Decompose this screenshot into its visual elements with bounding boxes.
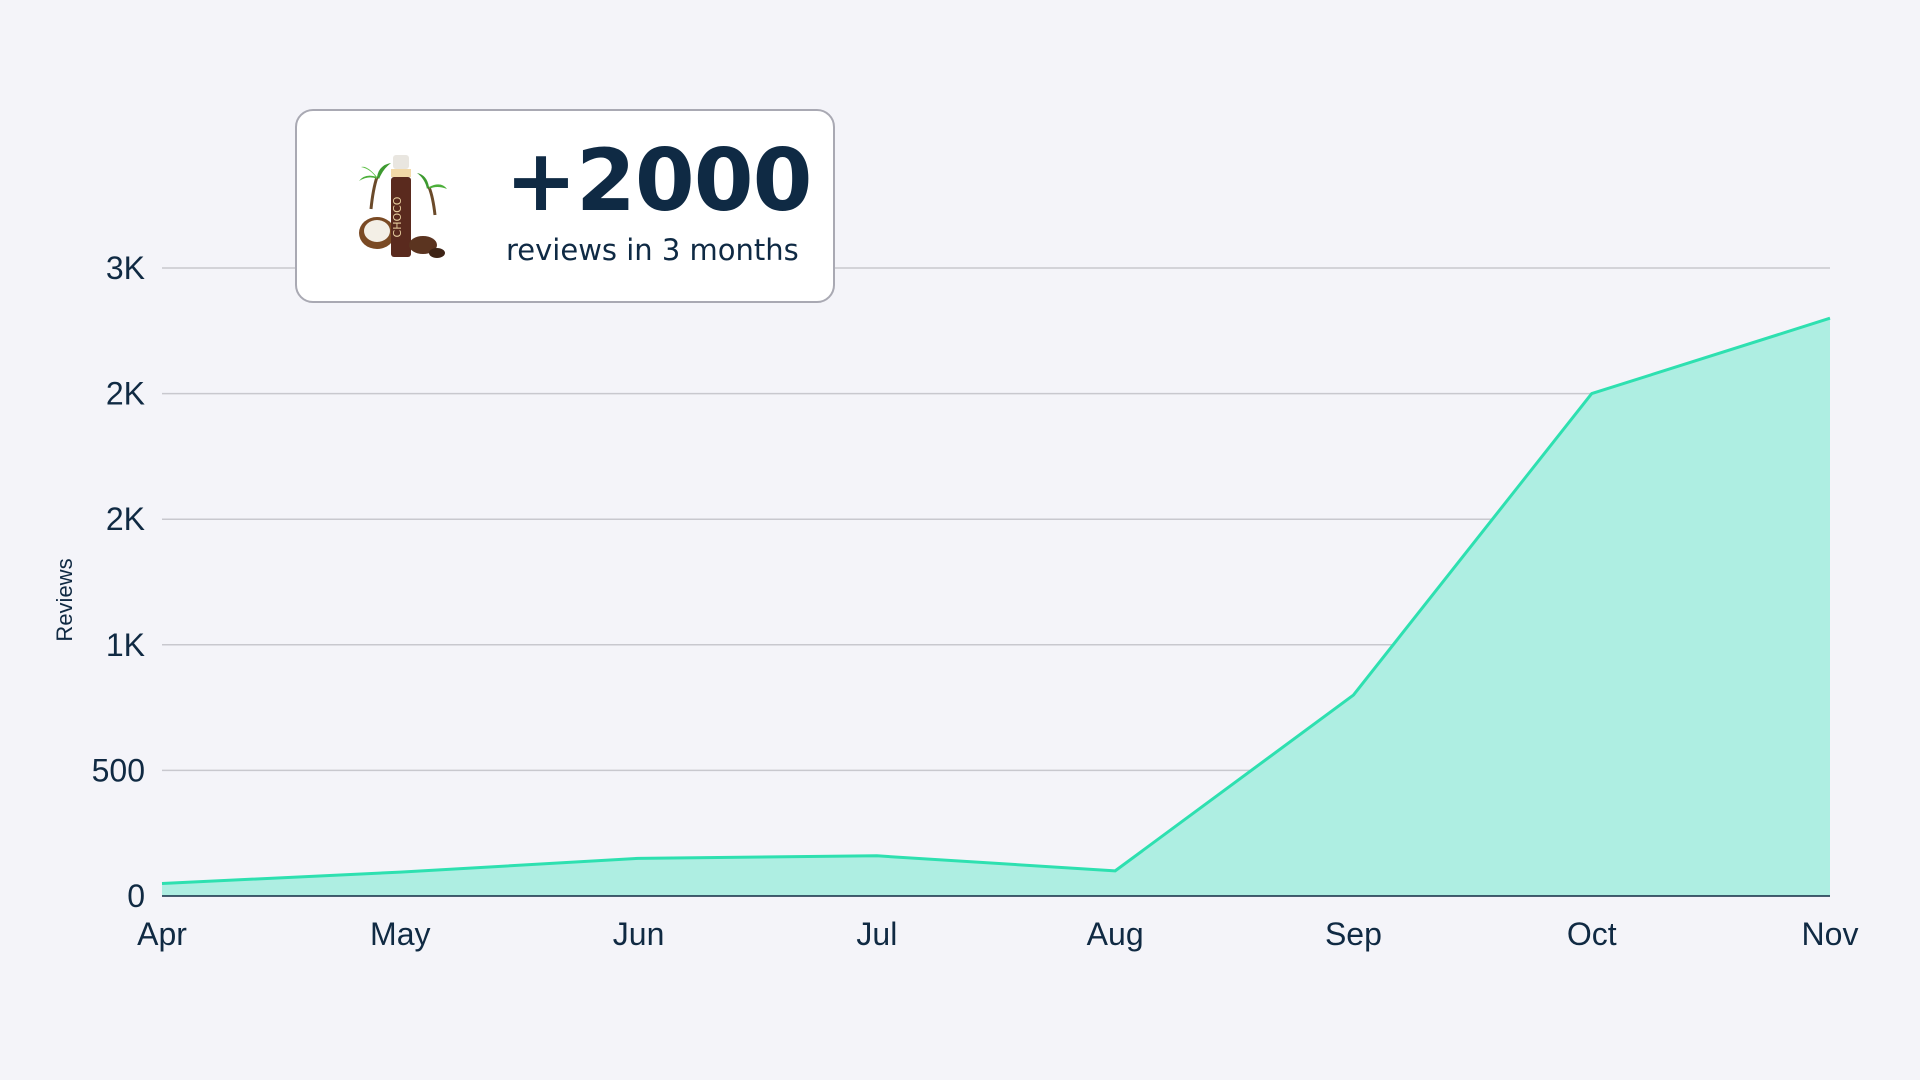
y-tick-label: 1K xyxy=(106,627,145,663)
x-tick-label: Nov xyxy=(1802,916,1859,952)
series-line xyxy=(161,316,1831,885)
y-tick-label: 3K xyxy=(106,250,145,286)
x-tick-label: Jun xyxy=(613,916,665,952)
y-tick-label: 500 xyxy=(92,752,145,788)
y-tick-labels: 0 500 1K 2K 2K 3K xyxy=(92,250,145,914)
headline-value: +2000 xyxy=(505,131,812,231)
x-tick-label: Sep xyxy=(1325,916,1382,952)
x-tick-label: Jul xyxy=(856,916,897,952)
x-tick-labels: Apr May Jun Jul Aug Sep Oct Nov xyxy=(137,916,1858,952)
y-tick-label: 2K xyxy=(106,376,145,412)
svg-text:CHOCO: CHOCO xyxy=(391,196,404,237)
x-tick-label: Apr xyxy=(137,916,187,952)
choco-tanning-oil-bottle-icon: CHOCO xyxy=(359,155,447,258)
x-tick-label: Oct xyxy=(1567,916,1617,952)
headline-caption: reviews in 3 months xyxy=(506,233,799,267)
y-tick-label: 2K xyxy=(106,501,145,537)
reviews-callout-card: CHOCO +2000 reviews in 3 months xyxy=(295,109,835,303)
x-tick-label: Aug xyxy=(1087,916,1144,952)
x-tick-label: May xyxy=(370,916,430,952)
area-fill xyxy=(162,318,1830,896)
y-axis-title: Reviews xyxy=(52,558,77,641)
y-tick-label: 0 xyxy=(127,878,145,914)
